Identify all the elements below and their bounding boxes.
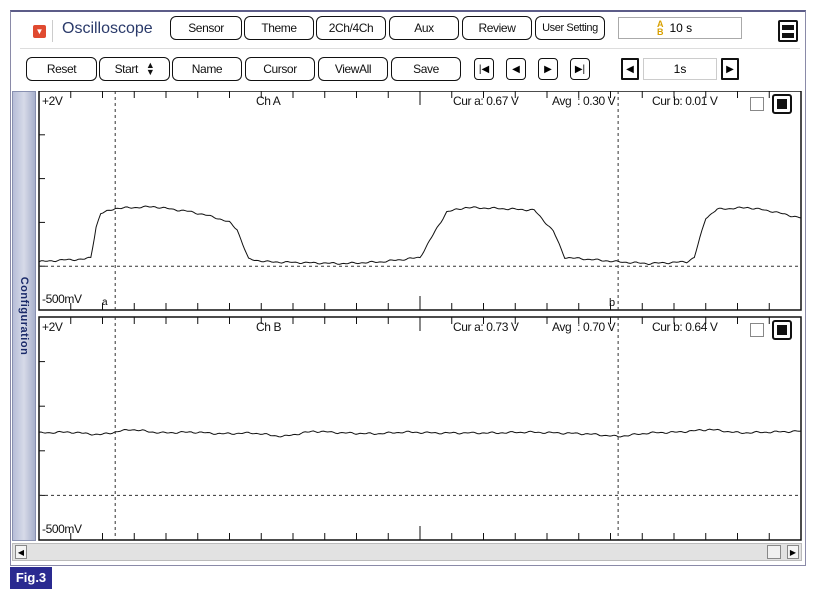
- scroll-right-icon[interactable]: ▶: [787, 545, 799, 559]
- skip-start-icon[interactable]: |◀: [474, 58, 494, 80]
- channel-panel: [38, 91, 802, 311]
- start-label: Start: [114, 62, 139, 76]
- layout-toggle-icon[interactable]: [778, 20, 798, 42]
- chb-top-label: +2V: [42, 320, 63, 334]
- chb-checkbox[interactable]: [750, 323, 764, 337]
- cursor-button[interactable]: Cursor: [245, 57, 315, 81]
- waveform-chb: [38, 428, 802, 438]
- cha-bottom-label: -500mV: [42, 292, 82, 306]
- cha-cur-a: Cur a: 0.67 V: [453, 94, 519, 108]
- step-back-icon[interactable]: ◀: [506, 58, 526, 80]
- save-button[interactable]: Save: [391, 57, 461, 81]
- chb-bottom-label: -500mV: [42, 522, 82, 536]
- scope-plot: [38, 91, 802, 541]
- step-forward-icon[interactable]: ▶: [538, 58, 558, 80]
- reset-button[interactable]: Reset: [26, 57, 97, 81]
- user-setting-button[interactable]: User Setting: [535, 16, 605, 40]
- sensor-button[interactable]: Sensor: [170, 16, 242, 40]
- timebase-value[interactable]: 1s: [643, 58, 717, 80]
- cha-top-label: +2V: [42, 94, 63, 108]
- cursor-a-label: a: [102, 297, 108, 308]
- horizontal-scrollbar[interactable]: ◀ ▶: [12, 543, 802, 561]
- aux-button[interactable]: Aux: [389, 16, 459, 40]
- chb-cur-a: Cur a: 0.73 V: [453, 320, 519, 334]
- divider: [52, 20, 53, 42]
- figure-label: Fig.3: [10, 567, 52, 589]
- chb-cur-b: Cur b: 0.64 V: [652, 320, 718, 334]
- review-button[interactable]: Review: [462, 16, 532, 40]
- scroll-left-icon[interactable]: ◀: [15, 545, 27, 559]
- channel-panel: [38, 316, 802, 541]
- channel-mode-button[interactable]: 2Ch/4Ch: [316, 16, 386, 40]
- configuration-panel-tab[interactable]: Configuration: [12, 91, 36, 541]
- divider: [20, 48, 800, 49]
- waveform-cha: [38, 205, 802, 266]
- time-range-value: 10 s: [669, 21, 693, 35]
- timebase-increase-icon[interactable]: ▶: [721, 58, 739, 80]
- cursor-b-label: b: [609, 297, 615, 309]
- chb-enable-toggle[interactable]: [772, 320, 792, 340]
- cha-avg: Avg : 0.30 V: [552, 94, 616, 108]
- scroll-thumb[interactable]: [767, 545, 781, 559]
- app-title: Oscilloscope: [62, 20, 153, 37]
- theme-button[interactable]: Theme: [244, 16, 314, 40]
- time-range-display[interactable]: A B 10 s: [618, 17, 742, 39]
- cha-name: Ch A: [256, 94, 281, 108]
- start-select[interactable]: Start ▲ ▼: [99, 57, 170, 81]
- name-button[interactable]: Name: [172, 57, 242, 81]
- menu-dropdown-icon[interactable]: ▼: [33, 25, 46, 38]
- cha-cur-b: Cur b: 0.01 V: [652, 94, 718, 108]
- cha-enable-toggle[interactable]: [772, 94, 792, 114]
- updown-icon: ▲ ▼: [145, 60, 155, 77]
- chb-avg: Avg : 0.70 V: [552, 320, 616, 334]
- skip-end-icon[interactable]: ▶|: [570, 58, 590, 80]
- configuration-label: Configuration: [18, 276, 30, 356]
- viewall-button[interactable]: ViewAll: [318, 57, 388, 81]
- chb-name: Ch B: [256, 320, 282, 334]
- timebase-decrease-icon[interactable]: ◀: [621, 58, 639, 80]
- cha-checkbox[interactable]: [750, 97, 764, 111]
